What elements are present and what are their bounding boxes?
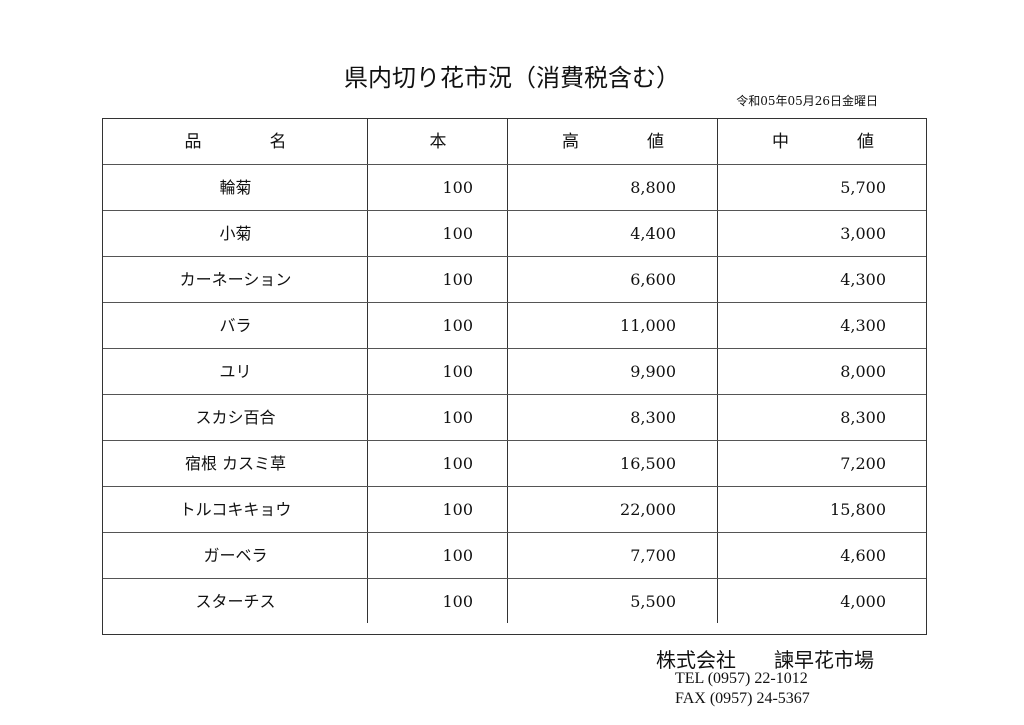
cell-name: スカシ百合 (195, 408, 276, 427)
cell-count: 100 (442, 592, 473, 611)
cell-name: 輪菊 (219, 178, 252, 197)
cell-name: ユリ (219, 362, 252, 381)
fax: FAX (0957) 24-5367 (675, 690, 810, 707)
cell-mid: 8,300 (840, 408, 886, 427)
cell-mid: 4,600 (840, 546, 886, 565)
cell-name: スターチス (195, 592, 276, 611)
cell-high: 9,900 (630, 362, 676, 381)
header-mid: 中 値 (772, 132, 874, 152)
market-table: 品 名 本 高 値 中 値 輪菊 100 8,800 5,700 小菊 100 4,400 3… (102, 118, 927, 635)
cell-name: 小菊 (219, 224, 252, 243)
cell-mid: 15,800 (830, 500, 886, 519)
cell-name: バラ (219, 316, 252, 335)
cell-count: 100 (442, 408, 473, 427)
cell-high: 22,000 (620, 500, 676, 519)
cell-high: 8,800 (630, 178, 676, 197)
header-high: 高 値 (562, 132, 664, 152)
cell-mid: 8,000 (840, 362, 886, 381)
cell-count: 100 (442, 546, 473, 565)
cell-high: 7,700 (630, 546, 676, 565)
cell-mid: 7,200 (840, 454, 886, 473)
table-row: トルコキキョウ 100 22,000 15,800 (103, 487, 926, 533)
page-title: 県内切り花市況（消費税含む） (344, 64, 680, 92)
tel: TEL (0957) 22-1012 (675, 670, 808, 687)
cell-name: トルコキキョウ (179, 500, 292, 519)
company: 株式会社 諫早花市場 (656, 644, 912, 673)
column-divider (367, 119, 368, 623)
cell-count: 100 (442, 224, 473, 243)
header-count: 本 (429, 132, 447, 152)
table-row: 小菊 100 4,400 3,000 (103, 211, 926, 257)
table-row: 宿根 カスミ草 100 16,500 7,200 (103, 441, 926, 487)
cell-high: 16,500 (620, 454, 676, 473)
cell-high: 4,400 (630, 224, 676, 243)
table-row: 輪菊 100 8,800 5,700 (103, 165, 926, 211)
table-row: スターチス 100 5,500 4,000 (103, 579, 926, 625)
cell-high: 5,500 (630, 592, 676, 611)
cell-name: ガーベラ (203, 546, 268, 565)
column-divider (507, 119, 508, 623)
cell-count: 100 (442, 362, 473, 381)
table-row: バラ 100 11,000 4,300 (103, 303, 926, 349)
cell-mid: 5,700 (840, 178, 886, 197)
cell-high: 11,000 (620, 316, 676, 335)
cell-count: 100 (442, 500, 473, 519)
company-type: 株式会社 (656, 648, 736, 672)
table-row: ガーベラ 100 7,700 4,600 (103, 533, 926, 579)
cell-count: 100 (442, 316, 473, 335)
cell-count: 100 (442, 270, 473, 289)
cell-name: 宿根 カスミ草 (184, 454, 287, 473)
cell-mid: 4,300 (840, 316, 886, 335)
header-name: 品 名 (184, 132, 287, 152)
cell-high: 8,300 (630, 408, 676, 427)
date: 令和05年05月26日金曜日 (736, 94, 878, 108)
table-row: カーネーション 100 6,600 4,300 (103, 257, 926, 303)
cell-mid: 3,000 (840, 224, 886, 243)
cell-mid: 4,000 (840, 592, 886, 611)
table-row: ユリ 100 9,900 8,000 (103, 349, 926, 395)
cell-mid: 4,300 (840, 270, 886, 289)
cell-count: 100 (442, 454, 473, 473)
column-divider (717, 119, 718, 623)
table-row: スカシ百合 100 8,300 8,300 (103, 395, 926, 441)
cell-count: 100 (442, 178, 473, 197)
table-header: 品 名 本 高 値 中 値 (103, 119, 926, 165)
cell-high: 6,600 (630, 270, 676, 289)
company-name: 諫早花市場 (774, 648, 874, 672)
cell-name: カーネーション (179, 270, 292, 289)
